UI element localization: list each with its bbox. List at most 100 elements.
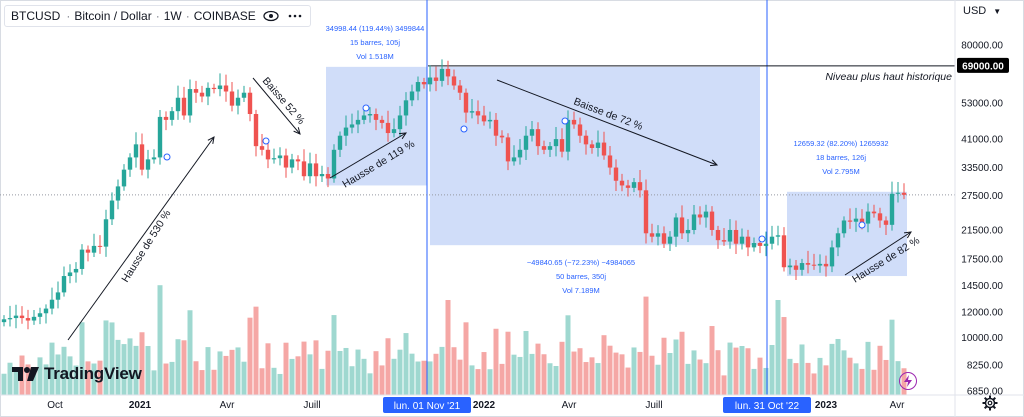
measure-label-3-line-3: Vol 2.795M bbox=[822, 167, 860, 176]
candle-body bbox=[559, 139, 565, 152]
price-tick-label: 10000.00 bbox=[961, 333, 1003, 344]
candle-body bbox=[109, 200, 115, 220]
volume-bar bbox=[739, 345, 745, 395]
volume-bar bbox=[307, 354, 313, 395]
candle-body bbox=[541, 146, 547, 150]
volume-bar bbox=[67, 356, 73, 395]
volume-bar bbox=[145, 346, 151, 395]
symbol-ticker[interactable]: BTCUSD bbox=[11, 9, 61, 23]
candle-body bbox=[901, 192, 907, 195]
drop-52-arrow-line bbox=[252, 77, 301, 135]
highlighted-date-label: lun. 01 Nov '21 bbox=[394, 401, 461, 412]
candle-body bbox=[457, 85, 463, 93]
exchange-label: COINBASE bbox=[193, 9, 256, 23]
volume-bar bbox=[481, 352, 487, 395]
volume-bar bbox=[805, 362, 811, 395]
volume-bar bbox=[757, 357, 763, 395]
candle-body bbox=[451, 76, 457, 86]
measure-label-1-line-2: 15 barres, 105j bbox=[350, 38, 400, 47]
volume-bar bbox=[61, 346, 67, 395]
candle-body bbox=[625, 185, 631, 188]
interval-label[interactable]: 1W bbox=[163, 9, 182, 23]
volume-bar bbox=[889, 319, 895, 395]
candle-body bbox=[367, 114, 373, 116]
volume-bar bbox=[553, 365, 559, 395]
lightning-icon[interactable] bbox=[899, 372, 917, 390]
marker-dot bbox=[362, 104, 370, 112]
candle-body bbox=[247, 92, 253, 115]
candle-body bbox=[703, 211, 709, 218]
volume-bar bbox=[595, 363, 601, 395]
marker-dot bbox=[163, 153, 171, 161]
drop-72-arrow-head bbox=[709, 159, 719, 167]
time-tick-label: 2021 bbox=[129, 400, 152, 411]
volume-bar bbox=[469, 365, 475, 395]
candle-body bbox=[823, 263, 829, 267]
candle-body bbox=[679, 217, 685, 234]
volume-bar bbox=[853, 363, 859, 395]
candle-body bbox=[259, 146, 265, 150]
candle-body bbox=[283, 155, 289, 168]
volume-bar bbox=[733, 347, 739, 395]
candle-body bbox=[217, 85, 223, 90]
volume-bar bbox=[55, 354, 61, 395]
drop-52-arrow-head bbox=[293, 127, 301, 135]
volume-bar bbox=[325, 350, 331, 395]
candle-body bbox=[391, 129, 397, 134]
volume-bar bbox=[847, 357, 853, 395]
candle-body bbox=[433, 77, 439, 81]
volume-bar bbox=[475, 369, 481, 395]
volume-bar bbox=[133, 345, 139, 395]
eye-icon[interactable] bbox=[262, 8, 280, 24]
volume-bar bbox=[403, 333, 409, 395]
candle-body bbox=[61, 276, 67, 293]
volume-bar bbox=[199, 370, 205, 395]
volume-bar bbox=[715, 350, 721, 395]
candle-body bbox=[463, 92, 469, 113]
rise-82-arrow-head bbox=[903, 231, 912, 239]
candle-body bbox=[583, 135, 589, 145]
volume-bar bbox=[103, 320, 109, 395]
volume-bar bbox=[691, 350, 697, 395]
volume-bar bbox=[433, 353, 439, 395]
gear-icon[interactable] bbox=[982, 395, 998, 411]
candle-body bbox=[373, 114, 379, 120]
candle-body bbox=[199, 92, 205, 97]
candle-body bbox=[523, 135, 529, 150]
candle-body bbox=[307, 163, 313, 177]
highlighted-date-box bbox=[383, 397, 471, 413]
volume-bar bbox=[445, 300, 451, 395]
symbol-header[interactable]: BTCUSD · Bitcoin / Dollar · 1W · COINBAS… bbox=[4, 5, 311, 27]
volume-bar bbox=[193, 361, 199, 395]
candle-body bbox=[757, 243, 763, 246]
candle-body bbox=[67, 272, 73, 277]
candle-body bbox=[265, 149, 271, 160]
volume-bar bbox=[727, 342, 733, 395]
candle-body bbox=[115, 186, 121, 201]
volume-bar bbox=[43, 364, 49, 395]
volume-bar bbox=[547, 363, 553, 395]
candle-body bbox=[211, 87, 217, 90]
candle-body bbox=[745, 236, 751, 248]
volume-bar bbox=[235, 347, 241, 395]
candle-body bbox=[427, 77, 433, 85]
volume-bar bbox=[277, 373, 283, 395]
candle-body bbox=[859, 218, 865, 224]
currency-selector[interactable]: USD ▼ bbox=[963, 5, 1001, 17]
volume-bar bbox=[229, 349, 235, 395]
candle-body bbox=[793, 265, 799, 270]
candle-body bbox=[337, 135, 343, 150]
volume-bar bbox=[115, 339, 121, 395]
candle-body bbox=[751, 243, 757, 248]
volume-bar bbox=[85, 361, 91, 395]
time-tick-label: 2022 bbox=[473, 400, 496, 411]
volume-layer bbox=[1, 285, 907, 395]
candle-body bbox=[223, 85, 229, 92]
more-options-icon[interactable] bbox=[286, 8, 304, 24]
volume-bar bbox=[631, 347, 637, 395]
measure-box-3 bbox=[787, 191, 907, 277]
candle-body bbox=[667, 236, 673, 244]
measure-label-2-line-3: Vol 7.189M bbox=[562, 286, 600, 295]
volume-bar bbox=[751, 368, 757, 395]
